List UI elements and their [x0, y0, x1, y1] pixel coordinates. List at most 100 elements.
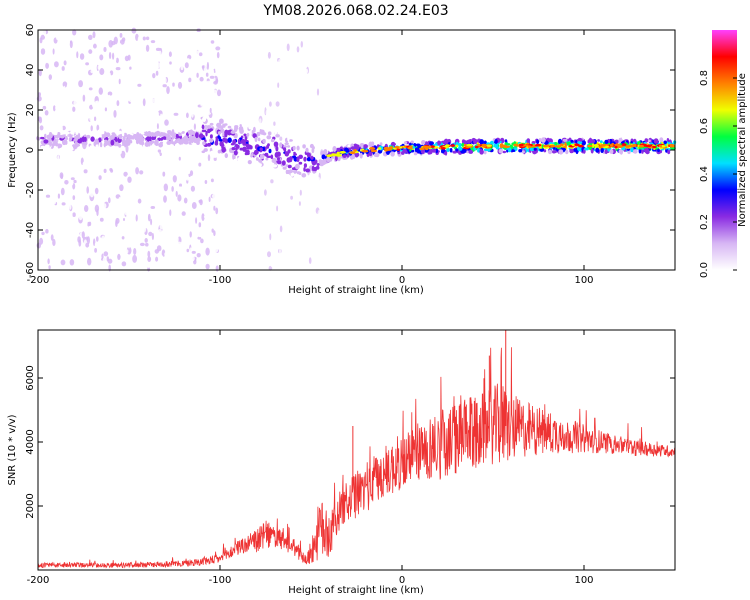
- noise-blob: [133, 248, 137, 255]
- noise-blob: [73, 99, 77, 108]
- noise-blob: [48, 246, 52, 253]
- noise-blob: [78, 80, 83, 88]
- spectral-blob: [441, 149, 445, 154]
- noise-blob: [107, 91, 113, 96]
- noise-blob: [88, 221, 92, 226]
- noise-blob: [126, 32, 132, 37]
- noise-blob: [155, 256, 159, 262]
- noise-blob: [312, 37, 316, 42]
- spectral-peak: [503, 145, 511, 149]
- spectral-blob: [281, 160, 286, 166]
- spectral-blob: [217, 122, 222, 129]
- noise-blob: [199, 205, 203, 210]
- noise-blob: [89, 189, 95, 198]
- noise-blob: [55, 105, 60, 111]
- noise-blob: [94, 248, 97, 253]
- spectral-blob: [198, 137, 201, 142]
- noise-blob: [137, 83, 142, 87]
- spectral-blob: [347, 144, 351, 148]
- spectral-peak: [336, 151, 340, 155]
- noise-blob: [97, 65, 101, 70]
- noise-blob: [311, 220, 314, 227]
- noise-blob: [170, 68, 173, 76]
- noise-blob: [196, 188, 199, 197]
- noise-blob: [174, 125, 179, 129]
- noise-blob: [213, 205, 216, 211]
- y-tick-label: 0: [25, 147, 36, 153]
- spectral-blob: [410, 140, 414, 144]
- spectral-blob: [298, 171, 302, 175]
- spectral-blob: [577, 140, 583, 145]
- noise-blob: [128, 91, 133, 99]
- noise-blob: [90, 213, 95, 219]
- noise-blob: [74, 33, 79, 40]
- noise-blob: [129, 66, 132, 70]
- noise-blob: [155, 111, 160, 116]
- noise-blob: [183, 197, 188, 204]
- noise-blob: [294, 107, 299, 112]
- noise-blob: [210, 68, 215, 76]
- noise-blob: [177, 194, 182, 202]
- noise-blob: [53, 105, 56, 112]
- spectral-blob: [614, 139, 618, 143]
- noise-blob: [50, 190, 56, 196]
- noise-blob: [44, 121, 50, 130]
- noise-blob: [183, 30, 189, 36]
- noise-blob: [76, 178, 80, 183]
- noise-blob: [130, 107, 136, 116]
- spectral-blob: [40, 145, 46, 149]
- noise-blob: [134, 93, 139, 98]
- noise-blob: [45, 194, 51, 198]
- spectral-peak: [550, 144, 556, 148]
- noise-blob: [99, 54, 104, 61]
- noise-blob: [55, 245, 60, 251]
- noise-blob: [186, 47, 189, 54]
- noise-blob: [292, 224, 296, 229]
- noise-blob: [113, 36, 118, 45]
- noise-blob: [103, 168, 107, 173]
- spectral-blob: [591, 143, 595, 148]
- spectral-blob: [311, 159, 317, 166]
- noise-blob: [215, 46, 221, 51]
- noise-blob: [265, 109, 268, 116]
- spectral-peak: [336, 154, 342, 157]
- noise-blob: [123, 171, 128, 177]
- noise-blob: [82, 94, 86, 102]
- noise-blob: [203, 215, 209, 219]
- noise-blob: [52, 238, 56, 247]
- spectral-blob: [88, 130, 92, 136]
- noise-blob: [107, 114, 112, 119]
- noise-blob: [38, 92, 41, 97]
- spectral-blob: [335, 155, 338, 162]
- noise-blob: [81, 104, 85, 110]
- noise-blob: [293, 129, 297, 137]
- noise-blob: [290, 210, 294, 215]
- spectral-peak: [451, 144, 455, 147]
- noise-blob: [296, 46, 300, 53]
- noise-blob: [180, 100, 186, 105]
- noise-blob: [153, 78, 158, 87]
- spectral-blob: [244, 152, 248, 156]
- spectral-blob: [298, 154, 304, 159]
- noise-blob: [139, 170, 144, 175]
- noise-blob: [158, 173, 162, 180]
- noise-blob: [183, 119, 186, 127]
- spectral-blob: [473, 138, 478, 145]
- noise-blob: [296, 61, 300, 67]
- noise-blob: [110, 169, 114, 173]
- noise-blob: [40, 191, 45, 196]
- spectral-blob: [306, 152, 311, 158]
- noise-blob: [47, 251, 50, 257]
- noise-blob: [92, 31, 96, 39]
- noise-blob: [158, 34, 163, 39]
- noise-blob: [103, 51, 107, 55]
- noise-blob: [259, 118, 262, 124]
- noise-blob: [180, 260, 184, 265]
- noise-blob: [49, 210, 53, 215]
- spectral-blob: [305, 147, 309, 153]
- noise-blob: [279, 136, 283, 141]
- noise-blob: [261, 107, 265, 113]
- noise-blob: [139, 67, 143, 73]
- noise-blob: [137, 228, 142, 233]
- noise-blob: [48, 265, 51, 270]
